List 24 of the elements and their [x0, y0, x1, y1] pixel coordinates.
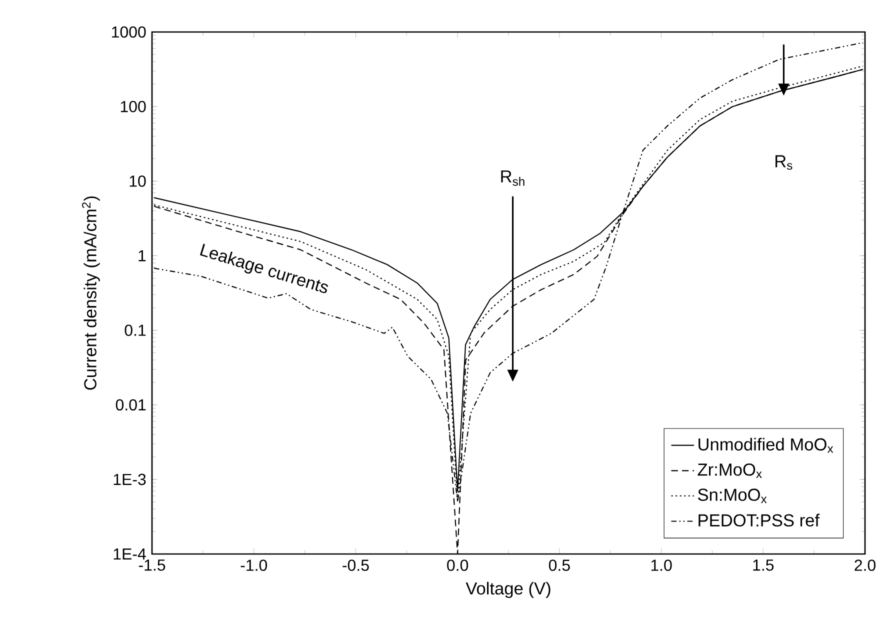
legend-label: Unmodified MoO$_{x}$ — [698, 438, 834, 453]
annotation: R$_{s}$ — [776, 155, 792, 170]
y-tick-label: 1 — [138, 250, 146, 262]
x-tick-label: 2.0 — [854, 560, 876, 571]
x-tick-label: 1.5 — [753, 560, 774, 571]
x-tick-label: 0.0 — [447, 560, 468, 571]
x-axis-title: Voltage (V) — [466, 582, 550, 598]
legend-label: Zr:MoO$_{x}$ — [698, 463, 762, 478]
x-tick-label: -1.0 — [240, 560, 268, 571]
y-tick-label: 1E-3 — [114, 474, 146, 486]
y-tick-label: 1000 — [112, 26, 146, 38]
x-tick-label: 1.0 — [651, 560, 672, 571]
y-tick-label: 10 — [130, 175, 146, 187]
y-axis-title: Current density (mA/cm$^{2}$) — [82, 196, 100, 390]
legend-label: PEDOT:PSS ref — [698, 514, 820, 527]
y-tick-label: 1E-4 — [114, 548, 146, 560]
annotation: R$_{sh}$ — [501, 170, 524, 186]
y-tick-label: 0.1 — [124, 324, 146, 336]
legend-label: Sn:MoO$_{x}$ — [698, 488, 767, 504]
y-tick-label: 0.01 — [116, 399, 146, 411]
x-tick-label: -1.5 — [138, 560, 166, 571]
x-tick-label: -0.5 — [342, 560, 369, 571]
x-tick-label: 0.5 — [548, 560, 570, 571]
y-tick-label: 100 — [120, 100, 146, 112]
